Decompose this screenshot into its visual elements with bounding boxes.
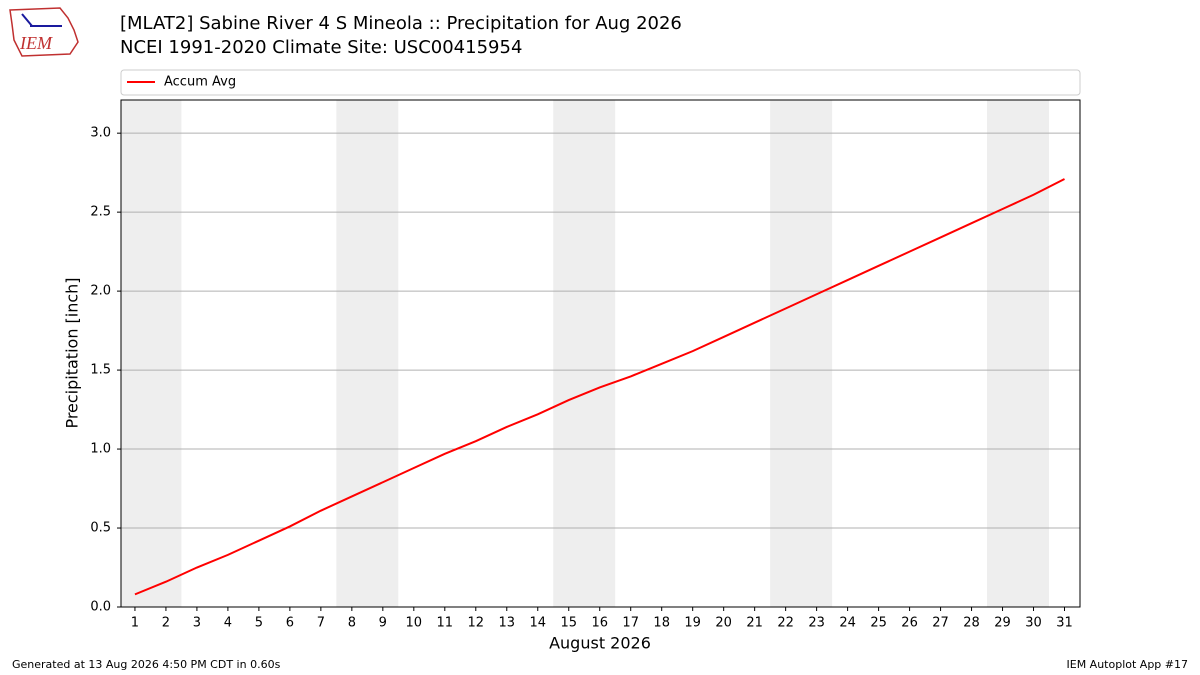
x-tick-label: 22	[777, 616, 794, 631]
y-axis-label: Precipitation [inch]	[63, 277, 82, 428]
x-tick-label: 11	[437, 616, 454, 631]
legend-box	[120, 69, 1081, 96]
y-tick-label: 2.5	[90, 205, 111, 220]
x-tick-label: 28	[963, 616, 980, 631]
x-tick-label: 1	[131, 616, 139, 631]
x-tick-label: 6	[286, 616, 294, 631]
x-tick-label: 3	[193, 616, 201, 631]
weekend-shade	[770, 100, 833, 607]
x-tick-label: 27	[932, 616, 949, 631]
weekend-shade	[336, 100, 399, 607]
x-tick-label: 13	[498, 616, 515, 631]
x-tick-label: 18	[653, 616, 670, 631]
x-axis-label: August 2026	[549, 634, 651, 653]
logo-icon	[21, 13, 33, 27]
x-tick-label: 17	[622, 616, 639, 631]
y-tick-label: 2.0	[90, 284, 111, 299]
logo: IEM	[9, 7, 79, 57]
x-tick-label: 14	[529, 616, 546, 631]
weekend-shade	[987, 100, 1050, 607]
y-tick-label: 1.5	[90, 363, 111, 378]
y-tick-label: 1.0	[90, 442, 111, 457]
y-tick-label: 3.0	[90, 126, 111, 141]
footer-left: Generated at 13 Aug 2026 4:50 PM CDT in …	[12, 658, 281, 671]
plot-frame	[120, 99, 1081, 608]
legend-label: Accum Avg	[164, 75, 236, 90]
x-tick-label: 7	[317, 616, 325, 631]
x-tick-label: 5	[255, 616, 263, 631]
x-tick-label: 26	[901, 616, 918, 631]
x-tick-label: 25	[870, 616, 887, 631]
x-tick-label: 2	[162, 616, 170, 631]
logo-outline	[9, 7, 79, 57]
chart-subtitle: NCEI 1991-2020 Climate Site: USC00415954	[120, 37, 522, 58]
x-tick-label: 8	[348, 616, 356, 631]
x-tick-label: 4	[224, 616, 232, 631]
x-tick-label: 12	[468, 616, 485, 631]
y-tick-label: 0.5	[90, 521, 111, 536]
chart-title: [MLAT2] Sabine River 4 S Mineola :: Prec…	[120, 13, 682, 34]
x-tick-label: 31	[1056, 616, 1073, 631]
x-tick-label: 10	[406, 616, 423, 631]
x-tick-label: 16	[591, 616, 608, 631]
x-tick-label: 20	[715, 616, 732, 631]
x-tick-label: 23	[808, 616, 825, 631]
x-tick-label: 29	[994, 616, 1011, 631]
footer-right: IEM Autoplot App #17	[1067, 658, 1189, 671]
weekend-shade	[553, 100, 616, 607]
logo-text: IEM	[19, 33, 53, 53]
x-tick-label: 9	[379, 616, 387, 631]
series-line	[134, 178, 1065, 596]
y-tick-label: 0.0	[90, 600, 111, 615]
x-tick-label: 30	[1025, 616, 1042, 631]
x-tick-label: 24	[839, 616, 856, 631]
x-tick-label: 19	[684, 616, 701, 631]
x-tick-label: 15	[560, 616, 577, 631]
weekend-shade	[121, 100, 182, 607]
x-tick-label: 21	[746, 616, 763, 631]
